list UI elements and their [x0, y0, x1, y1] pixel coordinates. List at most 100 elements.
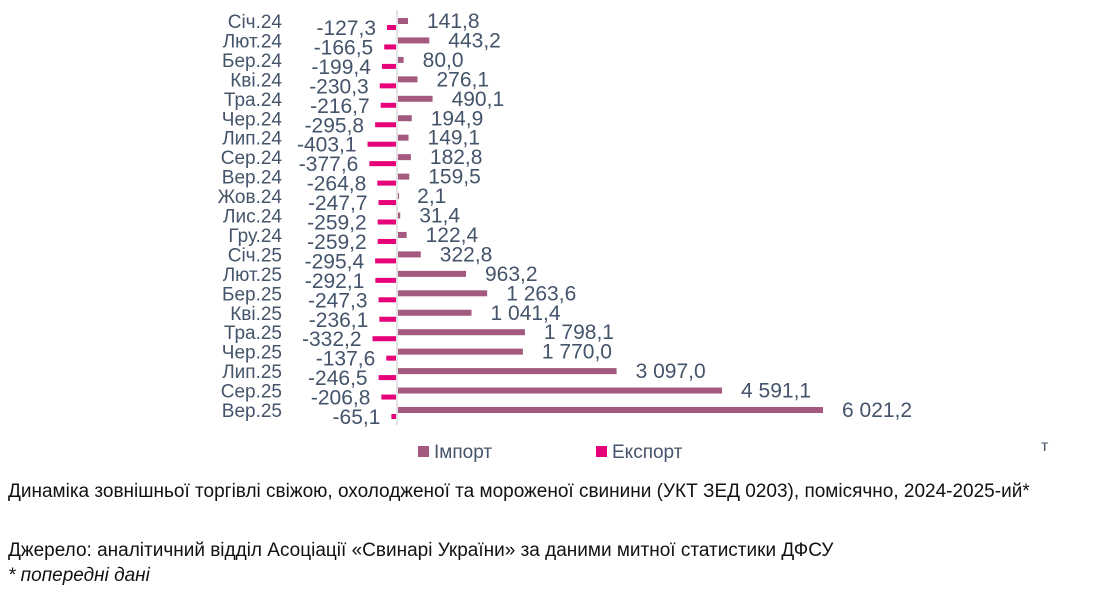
import-value-label: 276,1: [436, 68, 489, 91]
import-bar: [398, 368, 617, 375]
unit-label: т: [1041, 438, 1049, 455]
category-label: Січ.25: [228, 245, 282, 266]
import-value-label: 1 263,6: [506, 282, 576, 305]
export-value-label: -216,7: [310, 95, 370, 118]
import-value-label: 122,4: [426, 224, 479, 247]
import-value-label: 3 097,0: [636, 360, 706, 383]
export-value-label: -259,2: [307, 212, 367, 235]
export-bar: [391, 414, 396, 419]
export-bar: [387, 25, 396, 30]
export-bar: [378, 200, 396, 206]
export-bar: [375, 122, 396, 128]
category-label: Гру.24: [228, 226, 282, 247]
legend-import-label: Імпорт: [434, 442, 492, 463]
chart-caption-source: Джерело: аналітичний відділ Асоціації «С…: [8, 540, 834, 561]
export-value-label: -403,1: [297, 134, 357, 157]
import-value-label: 149,1: [428, 127, 481, 150]
export-bar: [378, 297, 396, 303]
export-bar: [380, 102, 396, 108]
category-label: Січ.24: [228, 12, 283, 33]
import-bar: [398, 231, 407, 238]
import-bar: [398, 407, 823, 413]
import-value-label: 443,2: [448, 29, 501, 52]
category-label: Чер.24: [222, 109, 283, 130]
export-value-label: -65,1: [333, 406, 381, 429]
export-value-label: -230,3: [309, 75, 369, 98]
import-value-label: 322,8: [440, 243, 493, 266]
import-bar: [398, 270, 466, 277]
legend-export-label: Експорт: [612, 442, 683, 463]
export-value-label: -199,4: [311, 56, 371, 79]
export-value-label: -236,1: [309, 309, 369, 332]
import-value-label: 1 041,4: [491, 302, 561, 325]
import-value-label: 1 798,1: [544, 321, 614, 344]
import-bar: [398, 212, 401, 219]
import-value-label: 194,9: [431, 107, 484, 130]
export-bar: [372, 336, 396, 342]
import-value-label: 182,8: [430, 146, 483, 169]
category-label: Кві.24: [230, 70, 282, 91]
export-value-label: -166,5: [314, 36, 374, 59]
category-label: Тра.25: [224, 323, 282, 344]
category-label: Бер.24: [222, 51, 282, 72]
export-bar: [384, 44, 396, 50]
category-label: Сер.24: [221, 148, 283, 169]
export-value-label: -292,1: [305, 270, 365, 293]
export-bar: [367, 141, 396, 147]
export-value-label: -206,8: [311, 387, 371, 410]
category-label: Лют.25: [223, 265, 282, 286]
import-value-label: 159,5: [428, 166, 481, 189]
import-bar: [398, 290, 488, 297]
import-value-label: 4 591,1: [741, 380, 811, 403]
export-value-label: -246,5: [308, 367, 368, 390]
export-bar: [375, 258, 396, 264]
export-bar: [386, 355, 396, 361]
import-value-label: 1 770,0: [542, 341, 612, 364]
category-label: Кві.25: [230, 304, 282, 325]
export-value-label: -247,3: [308, 289, 368, 312]
import-value-label: 2,1: [417, 185, 446, 208]
export-bar: [369, 161, 396, 167]
category-label: Тра.24: [224, 90, 283, 111]
import-bar: [398, 193, 399, 200]
category-label: Чер.25: [222, 343, 282, 364]
category-label: Бер.25: [222, 284, 282, 305]
export-bar: [378, 375, 396, 381]
category-label: Лип.25: [222, 362, 282, 383]
export-value-label: -127,3: [316, 17, 376, 40]
export-bar: [377, 238, 396, 244]
category-label: Лют.24: [223, 31, 283, 52]
import-bar: [398, 37, 430, 44]
import-bar: [398, 251, 421, 258]
import-value-label: 141,8: [427, 10, 480, 33]
category-label: Лип.24: [222, 129, 282, 150]
import-value-label: 80,0: [423, 49, 464, 72]
export-value-label: -295,8: [305, 114, 365, 137]
export-value-label: -377,6: [299, 153, 359, 176]
import-bar: [398, 309, 472, 316]
import-bar: [398, 56, 404, 63]
chart-caption-title: Динаміка зовнішньої торгівлі свіжою, охо…: [8, 481, 1030, 502]
import-bar: [398, 95, 433, 102]
import-bar: [398, 154, 411, 161]
export-bar: [377, 180, 396, 186]
import-value-label: 31,4: [419, 205, 460, 228]
import-value-label: 963,2: [485, 263, 538, 286]
import-bar: [398, 76, 418, 83]
export-value-label: -259,2: [307, 231, 367, 254]
export-value-label: -332,2: [302, 328, 362, 351]
import-bar: [398, 115, 412, 122]
category-label: Жов.24: [218, 187, 283, 208]
export-value-label: -137,6: [316, 348, 376, 371]
export-bar: [377, 219, 396, 225]
import-bar: [398, 348, 523, 355]
export-bar: [381, 394, 396, 400]
legend-import-swatch: [418, 446, 429, 457]
export-bar: [379, 316, 396, 322]
import-bar: [398, 134, 409, 141]
category-label: Сер.25: [221, 382, 282, 403]
export-bar: [381, 63, 396, 69]
category-label: Лис.24: [223, 207, 282, 228]
legend-export-swatch: [596, 446, 607, 457]
export-value-label: -247,7: [308, 192, 368, 215]
